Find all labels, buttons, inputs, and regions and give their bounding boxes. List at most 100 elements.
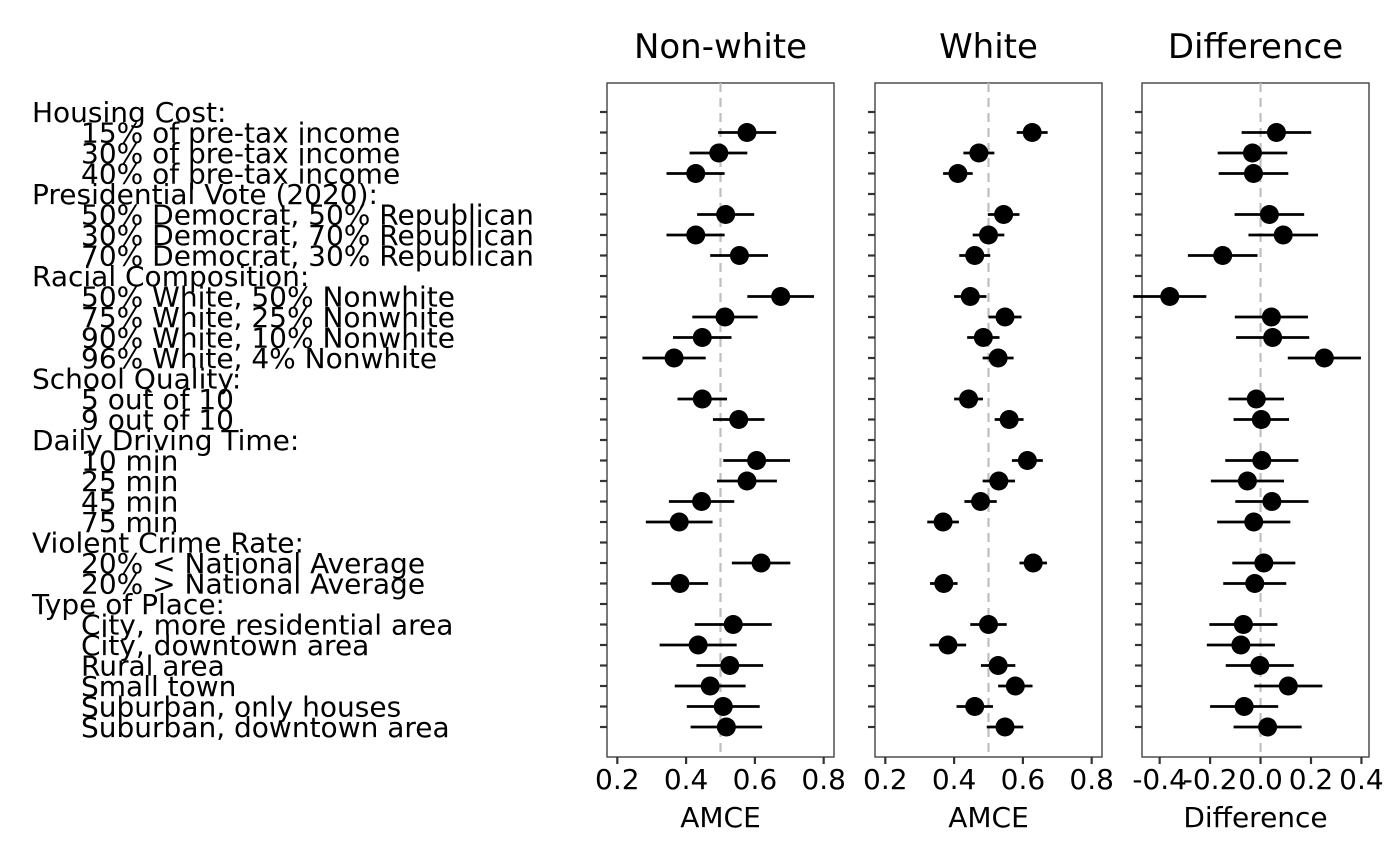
x-tick-label: 0.0 (1238, 763, 1283, 796)
estimate-point (729, 410, 749, 429)
row-label: 20% > National Average (81, 568, 425, 601)
x-tick-label: 0.4 (664, 763, 709, 796)
row-label: 20% < National Average (81, 547, 425, 580)
row-label: 30% Democrat, 70% Republican (81, 219, 534, 252)
estimate-point (1273, 225, 1293, 245)
estimate-point (688, 635, 708, 655)
row-label: 90% White, 10% Nonwhite (81, 322, 455, 355)
row-label: Suburban, downtown area (81, 711, 450, 744)
row-label: 45 min (81, 486, 178, 519)
panel-title: Difference (1168, 27, 1343, 67)
x-tick-label: 0.8 (801, 763, 846, 796)
estimate-point (1252, 451, 1272, 470)
estimate-point (1233, 615, 1253, 634)
estimate-point (771, 287, 791, 306)
estimate-point (715, 307, 735, 327)
estimate-point (999, 410, 1019, 429)
estimate-point (1250, 656, 1270, 675)
estimate-point (965, 697, 985, 716)
x-tick-label: 0.4 (932, 763, 977, 796)
estimate-point (686, 225, 706, 245)
estimate-point (969, 143, 989, 163)
estimate-point (1213, 246, 1233, 265)
estimate-point (1251, 410, 1271, 429)
estimate-point (994, 205, 1014, 224)
estimate-point (1231, 635, 1251, 655)
estimate-point (1263, 328, 1283, 347)
x-axis-title: AMCE (680, 801, 761, 834)
panel-white: White 0.2 0.4 0.6 0.8 AMCE (863, 27, 1114, 834)
estimate-point (720, 656, 740, 675)
x-tick-label: 0.6 (733, 763, 778, 796)
x-tick-label: 0.4 (1339, 763, 1384, 796)
estimate-point (934, 574, 954, 593)
x-tick-label: -0.2 (1183, 763, 1238, 796)
estimate-point (1314, 348, 1334, 368)
panel-title: Non-white (634, 27, 807, 67)
estimate-point (1005, 676, 1025, 696)
estimate-point (938, 635, 958, 655)
estimate-point (729, 246, 749, 265)
estimate-point (1258, 717, 1278, 737)
estimate-point (692, 492, 712, 511)
panel-non-white: Non-white 0.2 0.4 0.6 0.8 AMCE (595, 27, 846, 834)
estimate-point (995, 307, 1015, 327)
row-label: City, more residential area (81, 609, 453, 642)
x-axis-title: Difference (1183, 801, 1327, 834)
estimate-point (995, 717, 1015, 737)
estimate-point (1242, 143, 1262, 163)
estimate-point (700, 676, 720, 696)
row-label: Small town (81, 670, 236, 703)
estimate-point (988, 348, 1008, 368)
estimate-point (709, 143, 729, 163)
row-label: 5 out of 10 (81, 383, 234, 416)
estimate-point (1254, 553, 1274, 573)
row-group-header: Type of Place: (31, 588, 225, 621)
x-tick-label: 0.2 (1289, 763, 1334, 796)
x-tick-label: 0.2 (595, 763, 640, 796)
panel-difference: Difference -0.4-0.2 0.0 0.2 0.4 Difference (1132, 27, 1383, 834)
estimate-point (1243, 164, 1263, 183)
row-group-header: Daily Driving Time: (32, 424, 299, 457)
estimate-point (1244, 512, 1264, 532)
row-label: Rural area (81, 650, 225, 683)
estimate-point (989, 471, 1009, 491)
estimate-point (716, 717, 736, 737)
row-label: 10 min (81, 445, 178, 478)
estimate-point (973, 328, 993, 347)
row-group-header: Housing Cost: (32, 96, 226, 129)
estimate-point (1259, 205, 1279, 224)
estimate-point (979, 225, 998, 245)
estimate-point (670, 574, 690, 593)
estimate-point (959, 389, 979, 409)
estimate-point (747, 451, 767, 470)
row-label: 40% of pre-tax income (81, 158, 400, 191)
estimate-point (933, 512, 953, 532)
estimate-point (1022, 123, 1042, 142)
estimate-point (751, 553, 771, 573)
row-label: City, downtown area (81, 629, 369, 662)
row-label: 15% of pre-tax income (81, 117, 400, 150)
estimate-point (664, 348, 684, 368)
row-group-header: Presidential Vote (2020): (32, 178, 378, 211)
estimate-point (988, 656, 1008, 675)
x-tick-label: 0.8 (1069, 763, 1114, 796)
row-label: 70% Democrat, 30% Republican (81, 240, 534, 273)
row-group-header: School Quality: (32, 363, 241, 396)
estimate-point (1278, 676, 1298, 696)
estimate-point (669, 512, 689, 532)
estimate-point (979, 615, 998, 634)
estimate-point (948, 164, 968, 183)
estimate-point (686, 164, 706, 183)
estimate-point (1246, 389, 1266, 409)
row-label: 50% White, 50% Nonwhite (81, 281, 455, 314)
row-label: 9 out of 10 (81, 404, 234, 437)
estimate-point (971, 492, 991, 511)
estimate-point (692, 328, 712, 347)
estimate-point (737, 123, 757, 142)
row-label: 25 min (81, 465, 178, 498)
estimate-point (716, 205, 736, 224)
row-group-header: Racial Composition: (32, 260, 309, 293)
estimate-point (1017, 451, 1037, 470)
